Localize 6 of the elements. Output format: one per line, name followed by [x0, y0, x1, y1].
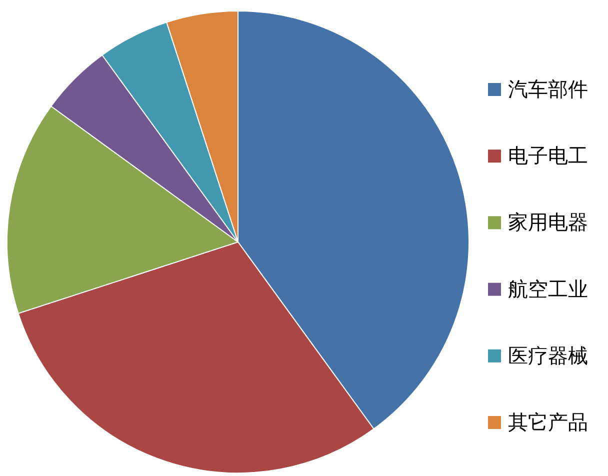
- legend-label: 汽车部件: [508, 77, 588, 101]
- legend-label: 电子电工: [508, 144, 588, 168]
- legend-label: 其它产品: [508, 410, 588, 434]
- legend-label: 家用电器: [508, 210, 588, 234]
- legend-label: 医疗器械: [508, 343, 588, 368]
- legend-label: 航空工业: [508, 276, 588, 301]
